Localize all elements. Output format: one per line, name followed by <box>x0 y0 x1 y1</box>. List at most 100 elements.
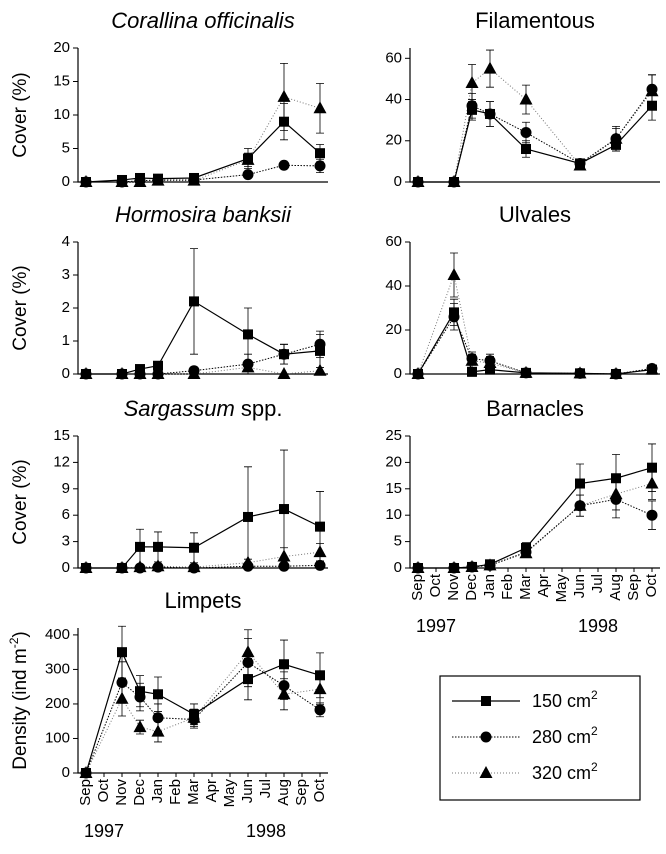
y-tick-label: 0 <box>394 559 402 576</box>
marker-square <box>135 686 145 697</box>
legend-name: 280 cm <box>532 727 591 747</box>
x-tick-label: Oct <box>427 573 444 597</box>
x-tick-label: Oct <box>643 573 660 597</box>
series-line <box>86 300 321 375</box>
marker-square <box>449 563 459 573</box>
series-line <box>417 310 653 375</box>
x-tick-label: Feb <box>499 574 516 600</box>
x-tick-label: Sep <box>625 574 642 601</box>
x-tick-label: Jun <box>239 779 256 803</box>
marker-square <box>647 100 657 111</box>
y-axis-label: Cover (%) <box>10 72 31 158</box>
axes <box>409 48 660 183</box>
marker-square <box>243 153 253 164</box>
x-tick-label: Oct <box>311 778 328 802</box>
marker-square <box>521 542 531 553</box>
y-tick-label: 15 <box>53 427 70 444</box>
x-tick-label: Jul <box>257 779 274 798</box>
y-tick-label: 40 <box>385 277 402 294</box>
panel: Sargassum spp. Cover (%) 0 3 6 9 12 15 <box>10 396 328 576</box>
marker-square <box>467 104 477 115</box>
marker-square <box>279 659 289 670</box>
x-tick-label: Apr <box>535 574 552 597</box>
marker-square <box>135 541 145 552</box>
panel-title: Filamentous <box>475 8 595 33</box>
marker-circle <box>480 731 492 743</box>
marker-circle <box>152 712 164 724</box>
marker-circle <box>314 160 326 172</box>
x-tick-label: Jan <box>481 574 498 598</box>
marker-triangle <box>519 92 533 105</box>
year-label: 1998 <box>578 616 618 636</box>
x-tick-label: Jun <box>571 574 588 598</box>
marker-square <box>153 173 163 184</box>
y-tick-label: 20 <box>385 132 402 149</box>
marker-triangle <box>313 363 327 376</box>
marker-circle <box>134 562 146 574</box>
marker-triangle <box>479 766 493 778</box>
year-label: 1997 <box>416 616 456 636</box>
axes <box>77 628 328 774</box>
panel: Hormosira banksii Cover (%) 0 1 2 3 4 <box>10 202 328 382</box>
panel-title: Barnacles <box>486 396 584 421</box>
marker-square <box>413 563 423 573</box>
legend-box <box>439 675 641 801</box>
x-tick-label: Apr <box>203 779 220 802</box>
marker-square <box>279 116 289 127</box>
y-tick-label: 60 <box>385 233 402 250</box>
y-tick-label: 100 <box>45 729 70 746</box>
marker-square <box>315 345 325 356</box>
marker-circle <box>278 159 290 171</box>
marker-square <box>611 473 621 484</box>
marker-square <box>189 709 199 720</box>
panel: Limpets Density (ind m-2) 0 100 200 300 400 Sep… <box>7 588 328 841</box>
marker-circle <box>484 355 496 367</box>
y-axis-label: Cover (%) <box>10 265 31 351</box>
y-tick-label: 20 <box>385 453 402 470</box>
x-tick-label: Mar <box>517 574 534 600</box>
y-tick-label: 0 <box>394 173 402 190</box>
x-tick-label: Sep <box>77 779 94 806</box>
x-tick-label: Mar <box>185 779 202 805</box>
marker-square <box>315 521 325 532</box>
marker-square <box>521 144 531 155</box>
marker-square <box>81 768 91 778</box>
marker-square <box>413 177 423 187</box>
marker-square <box>135 172 145 183</box>
marker-circle <box>242 169 254 181</box>
panel-title: Sargassum spp. <box>124 396 283 421</box>
x-tick-label: Dec <box>131 779 148 806</box>
x-tick-label: Aug <box>275 779 292 806</box>
y-tick-label: 20 <box>53 39 70 56</box>
marker-square <box>449 307 459 318</box>
x-tick-label: Feb <box>167 779 184 805</box>
y-tick-label: 0 <box>62 365 70 382</box>
marker-circle <box>314 704 326 716</box>
marker-circle <box>646 83 658 95</box>
marker-square <box>153 689 163 700</box>
x-tick-label: Sep <box>293 779 310 806</box>
marker-triangle <box>483 61 497 74</box>
marker-square <box>81 369 91 379</box>
x-tick-label: Nov <box>113 779 130 806</box>
legend-label: 150 cm2 <box>532 688 598 711</box>
y-tick-label: 20 <box>385 321 402 338</box>
year-label: 1997 <box>84 821 124 841</box>
marker-square <box>243 511 253 522</box>
legend-name: 320 cm <box>532 763 591 783</box>
y-tick-label: 400 <box>45 626 70 643</box>
y-tick-label: 60 <box>385 49 402 66</box>
marker-triangle <box>133 720 147 733</box>
y-tick-label: 10 <box>385 506 402 523</box>
marker-square <box>243 329 253 340</box>
marker-triangle <box>465 76 479 89</box>
series-line <box>85 661 321 774</box>
year-label: 1998 <box>246 821 286 841</box>
marker-circle <box>188 562 200 574</box>
legend-label: 280 cm2 <box>532 724 598 747</box>
marker-square <box>279 349 289 360</box>
x-tick-label: Dec <box>463 574 480 601</box>
